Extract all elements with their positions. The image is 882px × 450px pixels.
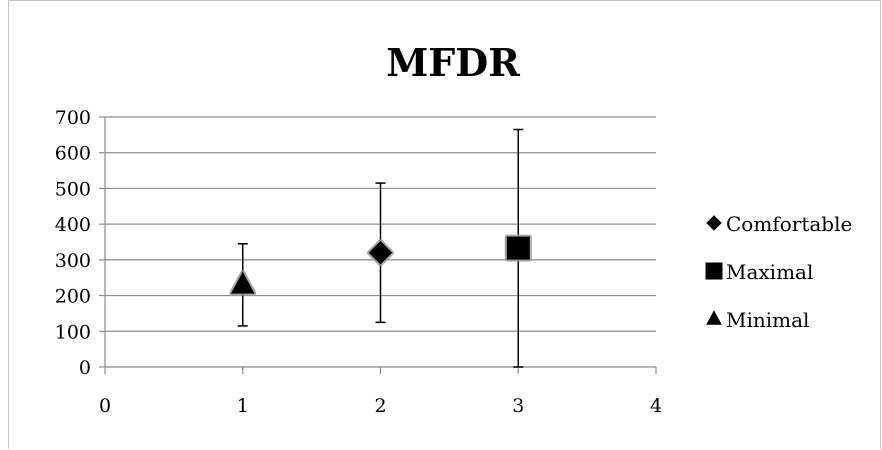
axes xyxy=(99,116,657,374)
x-tick-label: 0 xyxy=(99,395,111,417)
y-tick-label: 700 xyxy=(55,107,91,129)
x-tick-label: 4 xyxy=(650,395,662,417)
x-tick-labels: 0 1 2 3 4 xyxy=(99,395,662,417)
legend: Comfortable Maximal Minimal xyxy=(705,212,852,332)
y-tick-label: 500 xyxy=(55,178,91,200)
y-tick-label: 200 xyxy=(55,286,91,308)
legend-item-maximal: Maximal xyxy=(705,260,813,284)
legend-item-minimal: Minimal xyxy=(706,308,809,332)
y-tick-label: 300 xyxy=(55,250,91,272)
data-markers xyxy=(229,234,532,296)
marker-maximal xyxy=(504,234,532,262)
chart-frame xyxy=(8,0,881,449)
y-tick-label: 100 xyxy=(55,321,91,343)
legend-triangle-icon xyxy=(706,310,722,325)
chart-title: MFDR xyxy=(386,40,520,85)
x-tick-label: 3 xyxy=(512,395,524,417)
y-tick-label: 600 xyxy=(55,143,91,165)
legend-square-icon xyxy=(705,262,723,280)
y-tick-labels: 0 100 200 300 400 500 600 700 xyxy=(55,107,91,379)
legend-label: Minimal xyxy=(726,308,809,332)
marker-minimal xyxy=(229,270,257,296)
y-tick-label: 0 xyxy=(79,357,91,379)
legend-label: Comfortable xyxy=(726,212,852,236)
x-tick-label: 2 xyxy=(374,395,386,417)
marker-comfortable xyxy=(367,239,394,267)
y-tick-label: 400 xyxy=(55,214,91,236)
legend-item-comfortable: Comfortable xyxy=(706,212,852,236)
x-tick-label: 1 xyxy=(237,395,249,417)
legend-diamond-icon xyxy=(706,215,722,231)
legend-label: Maximal xyxy=(726,260,813,284)
